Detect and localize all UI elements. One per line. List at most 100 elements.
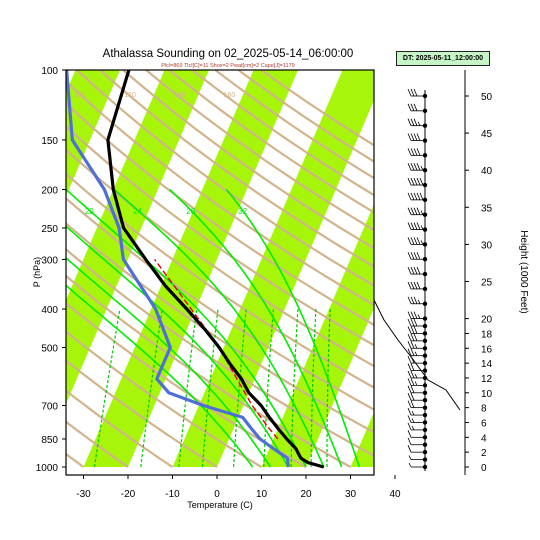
wind-barb-flag (416, 237, 421, 245)
wind-dot (422, 331, 428, 336)
wind-barb-flag (407, 333, 412, 342)
y-tick-label: 150 (41, 136, 58, 147)
sounding-profiles (66, 70, 325, 469)
wind-barb-flag (413, 148, 418, 156)
wind-barb-flag (407, 252, 412, 260)
wind-barb-flag (407, 281, 412, 290)
wind-barb-flag (407, 222, 412, 230)
height-tick-label: 40 (481, 166, 493, 177)
wind-barb-flag (416, 207, 421, 215)
y-tick-label: 300 (41, 255, 58, 266)
y-tick-label: 1000 (36, 463, 59, 474)
moist-adiabat-label: 32 (238, 207, 247, 216)
isotherm-band (66, 70, 209, 404)
wind-barb-flag (416, 266, 421, 275)
wind-barb-flag (410, 370, 415, 379)
wind-dot (422, 286, 428, 292)
dry-adiabat (76, 70, 374, 287)
moist-adiabat (113, 188, 325, 468)
wind-dot (422, 182, 428, 188)
height-tick-label: 35 (481, 203, 493, 214)
wind-barb-flag (416, 281, 421, 290)
wind-dot (422, 360, 428, 366)
dry-adiabat (145, 70, 374, 232)
axes: -30 -20 -10 0 10 20 30 40 100 150 200 250 300 400 500 7… (36, 66, 401, 500)
wind-barb-flag (407, 207, 412, 215)
wind-barb-flag (410, 252, 415, 260)
x-tick-label: 20 (300, 489, 312, 500)
adiabat-labels: 204060801001201401608121620242832 (75, 92, 248, 216)
wind-barb-flag (410, 348, 415, 356)
dry-adiabat (122, 70, 374, 250)
wind-dot (422, 227, 428, 232)
wind-dot (422, 398, 428, 403)
wind-barb-flag (416, 163, 421, 171)
wind-barb-flag (410, 296, 415, 304)
wind-barb-half (408, 455, 412, 460)
wind-barb-flag (407, 311, 412, 319)
wind-barb-half (411, 410, 415, 416)
wind-barb-flag (413, 333, 418, 342)
wind-dot (422, 153, 428, 158)
wind-barb-flag (413, 266, 418, 275)
wind-barb-flag (410, 281, 415, 290)
wind-barb-flag (410, 355, 415, 364)
wind-dot (422, 257, 428, 262)
mixing-ratio-line (178, 308, 198, 468)
isotherm-band (83, 70, 298, 467)
height-tick-label: 25 (481, 278, 493, 289)
wind-dot (422, 427, 428, 433)
dry-adiabat (66, 196, 374, 411)
dry-adiabat (66, 102, 374, 327)
isotherm-band (66, 70, 120, 197)
mixing-ratio-line (326, 308, 331, 467)
x-tick-label: -20 (121, 489, 136, 500)
wind-barb-flag (410, 88, 415, 97)
height-tick-label: 14 (481, 359, 493, 370)
dry-adiabat-label: 120 (124, 92, 136, 99)
wind-barb-half (417, 121, 421, 126)
wind-barb-flag (413, 252, 418, 260)
wind-barb-half (411, 418, 415, 423)
wind-barb-flag (410, 148, 415, 156)
height-tick-label: 2 (481, 448, 487, 459)
wind-barb-flag (410, 363, 415, 371)
height-tick-label: 12 (481, 374, 493, 385)
wind-barb-half (414, 373, 418, 379)
wind-barb-flag (410, 237, 415, 245)
wind-barb-half (420, 240, 424, 245)
dry-adiabat-label: 140 (174, 92, 186, 99)
height-tick-label: 16 (481, 344, 493, 355)
wind-barb-flag (407, 266, 412, 275)
wind-barb-flag (410, 192, 415, 201)
wind-barb-flag (407, 437, 412, 445)
dry-adiabat (66, 359, 218, 468)
wind-dot (422, 316, 428, 321)
wind-dot (422, 93, 428, 99)
wind-dot (422, 353, 428, 358)
wind-dot (422, 435, 428, 440)
height-tick-label: 20 (481, 315, 493, 326)
wind-barb-flag (407, 370, 412, 379)
dry-adiabat (66, 222, 374, 434)
wind-dot (422, 420, 428, 425)
wind-barb-flag (410, 333, 415, 342)
isotherm-band (0, 70, 31, 467)
wind-barb-flag (407, 415, 412, 423)
moist-adiabat-label: 24 (133, 207, 142, 216)
wind-barb-flag (407, 445, 412, 453)
wind-barb-flag (410, 133, 415, 141)
wind-barb-flag (413, 326, 418, 334)
wind-barb-flag (407, 430, 412, 438)
wind-barb-flag (413, 237, 418, 245)
wind-barb-flag (410, 177, 415, 186)
wind-dot (422, 168, 428, 173)
y-tick-label: 700 (41, 402, 58, 413)
wind-barb-flag (413, 103, 418, 111)
wind-barb-flag (407, 163, 412, 171)
wind-barb-flag (407, 341, 412, 349)
moist-adiabat (169, 188, 343, 468)
x-axis-label: Temperature (C) (187, 500, 253, 510)
wind-barb-half (408, 462, 412, 468)
y-axis-label: P (hPa) (32, 257, 42, 287)
